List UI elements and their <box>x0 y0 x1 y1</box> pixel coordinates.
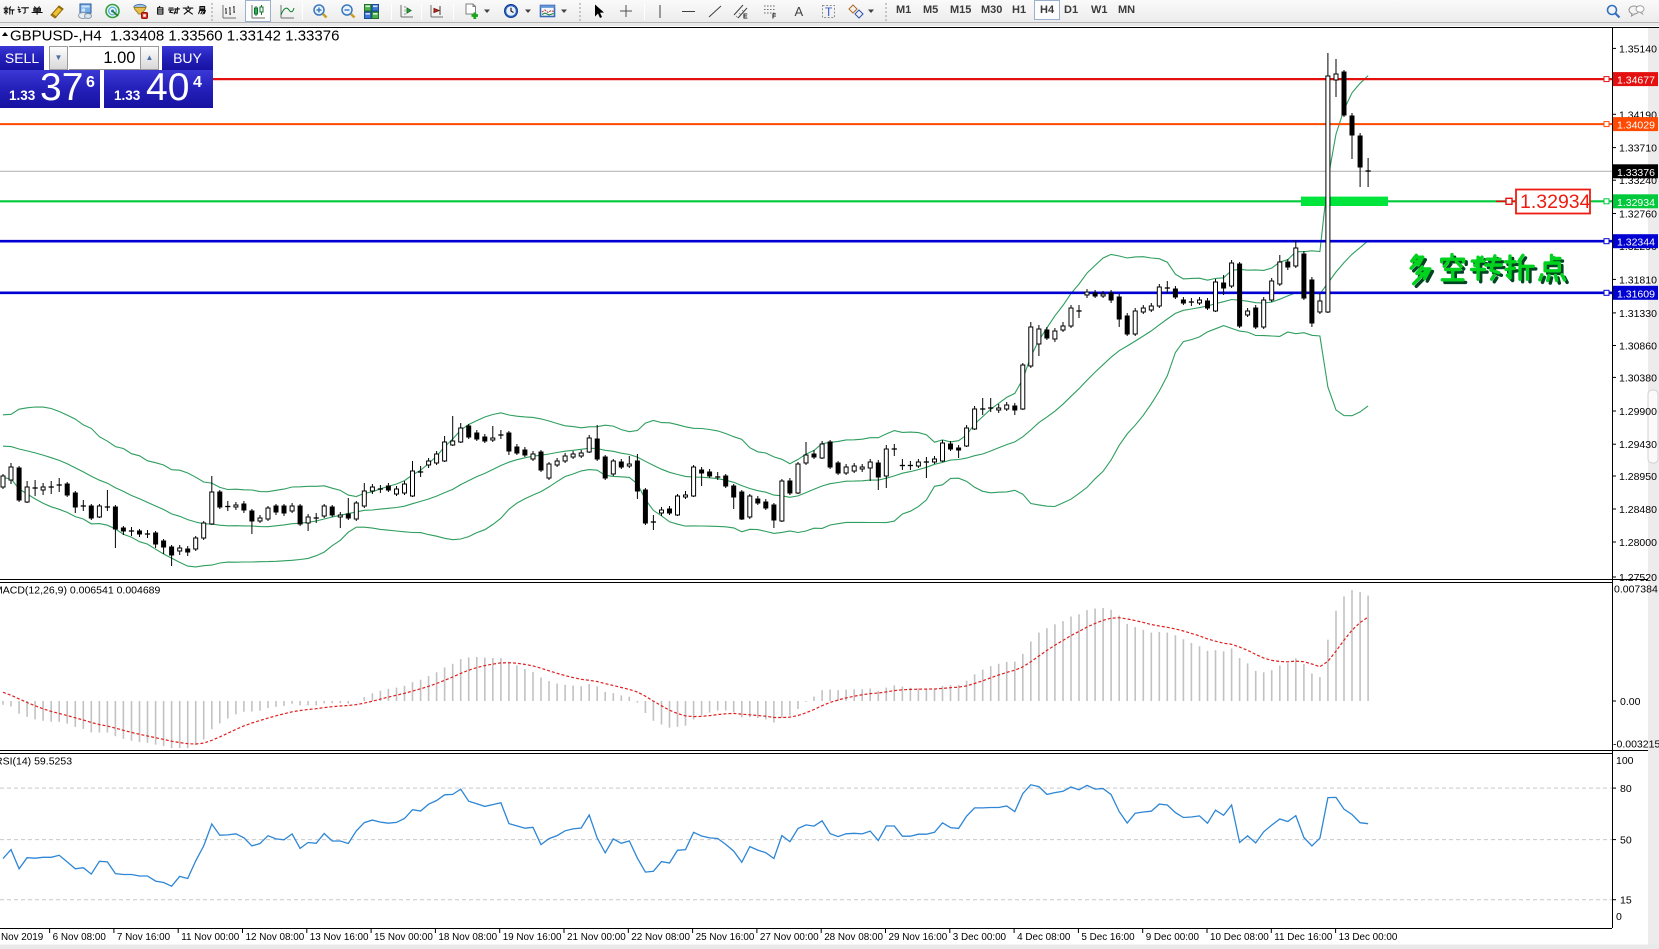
svg-text:1.28950: 1.28950 <box>1619 471 1657 483</box>
svg-text:RSI(14) 59.5253: RSI(14) 59.5253 <box>0 756 72 768</box>
svg-text:E: E <box>743 14 748 21</box>
svg-text:1.30860: 1.30860 <box>1619 341 1657 353</box>
svg-text:100: 100 <box>1616 755 1634 767</box>
svg-text:1.27520: 1.27520 <box>1619 572 1657 584</box>
svg-text:1.33376: 1.33376 <box>1617 167 1655 179</box>
svg-text:12 Nov 08:00: 12 Nov 08:00 <box>246 932 305 943</box>
svg-text:0.00: 0.00 <box>1620 696 1641 708</box>
svg-text:13 Dec 00:00: 13 Dec 00:00 <box>1339 932 1398 943</box>
svg-text:18 Nov 08:00: 18 Nov 08:00 <box>438 932 497 943</box>
svg-text:4 Dec 08:00: 4 Dec 08:00 <box>1017 932 1071 943</box>
svg-text:15: 15 <box>1620 895 1632 907</box>
svg-text:1.34029: 1.34029 <box>1617 120 1655 132</box>
svg-text:-0.003215: -0.003215 <box>1613 739 1659 751</box>
svg-text:1.33710: 1.33710 <box>1619 143 1657 155</box>
svg-text:5 Dec 16:00: 5 Dec 16:00 <box>1081 932 1135 943</box>
svg-text:1.32344: 1.32344 <box>1617 237 1655 249</box>
svg-text:19 Nov 16:00: 19 Nov 16:00 <box>503 932 562 943</box>
svg-text:29 Nov 16:00: 29 Nov 16:00 <box>889 932 948 943</box>
svg-text:50: 50 <box>1620 835 1632 847</box>
svg-text:1.29900: 1.29900 <box>1619 406 1657 418</box>
svg-text:1.32934: 1.32934 <box>1617 197 1655 209</box>
svg-text:0: 0 <box>1616 911 1622 923</box>
svg-text:1.32760: 1.32760 <box>1619 209 1657 221</box>
svg-text:15 Nov 00:00: 15 Nov 00:00 <box>374 932 433 943</box>
svg-text:1.28480: 1.28480 <box>1619 504 1657 516</box>
svg-text:1.35140: 1.35140 <box>1619 43 1657 55</box>
svg-text:7 Nov 16:00: 7 Nov 16:00 <box>117 932 171 943</box>
svg-text:1.31810: 1.31810 <box>1619 274 1657 286</box>
svg-text:11 Nov 00:00: 11 Nov 00:00 <box>181 932 240 943</box>
svg-text:9 Dec 00:00: 9 Dec 00:00 <box>1146 932 1200 943</box>
svg-text:27 Nov 00:00: 27 Nov 00:00 <box>760 932 819 943</box>
svg-text:Nov 2019: Nov 2019 <box>1 932 44 943</box>
svg-text:1.29430: 1.29430 <box>1619 439 1657 451</box>
svg-text:10 Dec 08:00: 10 Dec 08:00 <box>1210 932 1269 943</box>
svg-text:28 Nov 08:00: 28 Nov 08:00 <box>824 932 883 943</box>
svg-text:T: T <box>825 5 833 19</box>
svg-text:0.007384: 0.007384 <box>1614 584 1658 596</box>
svg-text:21 Nov 00:00: 21 Nov 00:00 <box>567 932 626 943</box>
svg-text:F: F <box>772 14 777 21</box>
svg-text:22 Nov 08:00: 22 Nov 08:00 <box>631 932 690 943</box>
svg-text:A: A <box>795 4 804 19</box>
svg-text:1.31330: 1.31330 <box>1619 308 1657 320</box>
svg-text:11 Dec 16:00: 11 Dec 16:00 <box>1274 932 1333 943</box>
svg-text:MACD(12,26,9) 0.006541 0.00468: MACD(12,26,9) 0.006541 0.004689 <box>0 585 161 597</box>
svg-text:80: 80 <box>1620 783 1632 795</box>
svg-text:1.32934: 1.32934 <box>1520 191 1591 213</box>
svg-text:6 Nov 08:00: 6 Nov 08:00 <box>53 932 107 943</box>
svg-text:1.31609: 1.31609 <box>1617 288 1655 300</box>
svg-text:1.30380: 1.30380 <box>1619 372 1657 384</box>
svg-text:GBPUSD-,H4 1.33408 1.33560 1.: GBPUSD-,H4 1.33408 1.33560 1.33142 1.333… <box>10 28 339 45</box>
svg-text:3 Dec 00:00: 3 Dec 00:00 <box>953 932 1007 943</box>
svg-text:13 Nov 16:00: 13 Nov 16:00 <box>310 932 369 943</box>
svg-text:25 Nov 16:00: 25 Nov 16:00 <box>696 932 755 943</box>
svg-text:1.34677: 1.34677 <box>1617 75 1655 87</box>
svg-text:1.28000: 1.28000 <box>1619 537 1657 549</box>
